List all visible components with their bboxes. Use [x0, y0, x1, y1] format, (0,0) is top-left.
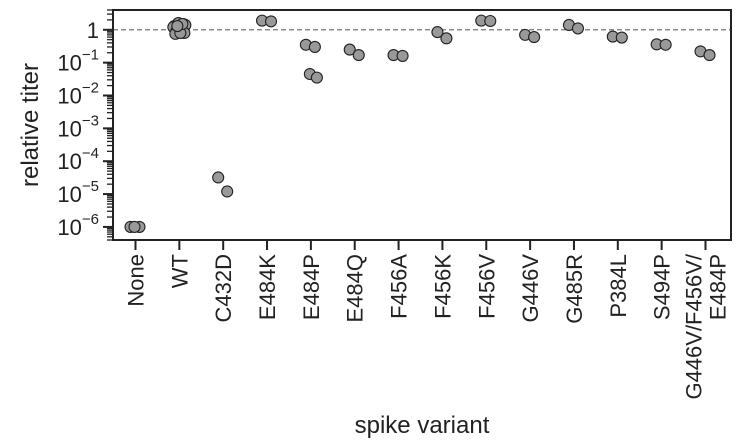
data-point: [343, 43, 356, 56]
y-tick-exponent: −3: [82, 112, 99, 129]
y-tick-label: 1: [87, 18, 99, 43]
data-point: [352, 49, 365, 62]
x-axis-ticks: None WT C432D E484K E484P E484Q F456A F456K F456…: [124, 240, 731, 400]
data-point: [212, 171, 225, 184]
data-point: [128, 220, 141, 233]
x-tick-label: E484P: [299, 254, 324, 320]
x-tick-label-line2: E484P: [706, 254, 731, 320]
y-tick-label: 10−1: [57, 47, 99, 76]
y-tick-base: 10: [57, 116, 81, 141]
y-tick-label: 10−5: [57, 178, 99, 207]
y-tick-label: 10−2: [57, 79, 99, 108]
data-point: [308, 40, 321, 54]
y-tick-exponent: −6: [82, 211, 99, 228]
data-point: [221, 185, 234, 198]
y-tick-base: 10: [57, 149, 81, 174]
data-point: [703, 49, 716, 62]
data-point: [440, 32, 453, 45]
y-tick-label: 10−3: [57, 112, 99, 141]
data-point: [615, 31, 628, 44]
data-point: [571, 22, 585, 35]
y-tick-base: 10: [57, 182, 81, 207]
data-points: [124, 14, 716, 233]
x-tick-label: P384L: [606, 254, 631, 318]
y-axis-ticks: [103, 9, 113, 241]
x-tick-label: G485R: [562, 254, 587, 324]
x-tick-label: G446V: [518, 254, 543, 323]
x-tick-label: F456K: [430, 254, 455, 319]
data-point: [171, 19, 184, 33]
y-tick-base: 1: [87, 18, 99, 43]
data-point: [264, 15, 278, 28]
x-tick-label: F456A: [387, 254, 412, 319]
data-point: [396, 49, 409, 62]
x-tick-label: None: [124, 254, 149, 307]
x-tick-label: C432D: [211, 254, 236, 322]
x-tick-label: WT: [167, 254, 192, 288]
y-tick-exponent: −2: [82, 79, 99, 96]
y-tick-labels: 110−110−210−310−410−510−6: [57, 18, 99, 240]
y-tick-base: 10: [57, 215, 81, 240]
x-tick-label: F456V: [474, 254, 499, 319]
x-axis-title: spike variant: [355, 412, 490, 439]
plot-frame: [112, 9, 732, 241]
data-point: [484, 14, 497, 28]
y-tick-label: 10−4: [57, 145, 99, 174]
y-tick-exponent: −5: [82, 178, 99, 195]
y-tick-exponent: −1: [82, 47, 99, 64]
y-axis-title: relative titer: [17, 63, 44, 187]
x-tick-label: G446V/F456V/: [682, 253, 707, 399]
x-tick-label: E484Q: [343, 254, 368, 323]
y-tick-base: 10: [57, 51, 81, 76]
x-tick-label: S494P: [650, 254, 675, 320]
y-tick-exponent: −4: [82, 145, 99, 162]
data-point: [659, 38, 672, 51]
data-point: [528, 31, 541, 44]
data-point: [310, 71, 323, 84]
y-tick-label: 10−6: [57, 211, 99, 240]
y-tick-base: 10: [57, 83, 81, 108]
x-tick-label: E484K: [255, 254, 280, 320]
data-point: [431, 26, 444, 39]
